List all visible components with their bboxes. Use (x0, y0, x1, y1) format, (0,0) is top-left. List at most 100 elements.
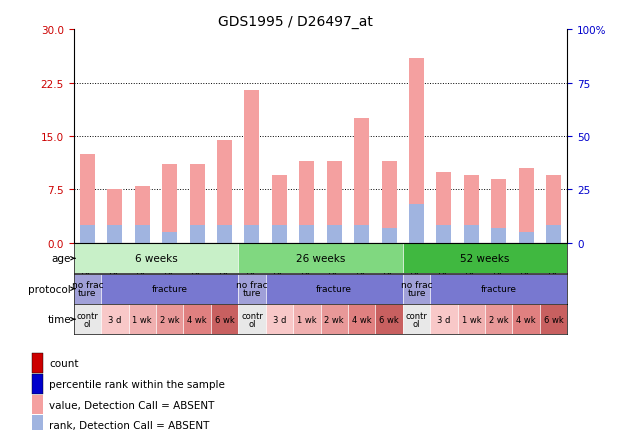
Bar (512, 305, 540, 334)
Bar (129, 305, 156, 334)
Bar (31, 353, 43, 373)
Bar (458, 305, 485, 334)
Bar (162, 165, 177, 243)
Bar (327, 225, 342, 243)
Bar (135, 225, 150, 243)
Bar (519, 233, 534, 243)
Text: 6 wk: 6 wk (215, 315, 235, 324)
Bar (381, 161, 397, 243)
Bar (211, 305, 238, 334)
Text: 6 wk: 6 wk (544, 315, 563, 324)
Text: 3 d: 3 d (272, 315, 286, 324)
Bar (217, 225, 232, 243)
Text: 3 d: 3 d (437, 315, 451, 324)
Text: contr
ol: contr ol (76, 311, 98, 328)
Bar (80, 155, 95, 243)
Bar (546, 225, 561, 243)
Bar (244, 225, 260, 243)
Bar (190, 165, 204, 243)
Bar (101, 274, 238, 304)
Bar (162, 233, 177, 243)
Bar (74, 244, 238, 273)
Text: age: age (52, 254, 71, 263)
Text: 6 wk: 6 wk (379, 315, 399, 324)
Text: 6 weeks: 6 weeks (135, 254, 178, 263)
Bar (491, 179, 506, 243)
Bar (464, 176, 479, 243)
Text: contr
ol: contr ol (241, 311, 263, 328)
Bar (354, 119, 369, 243)
Bar (299, 225, 314, 243)
Bar (272, 225, 287, 243)
Bar (107, 225, 122, 243)
Text: protocol: protocol (28, 284, 71, 294)
Bar (31, 415, 43, 434)
Text: percentile rank within the sample: percentile rank within the sample (49, 379, 225, 389)
Text: 4 wk: 4 wk (517, 315, 536, 324)
Bar (540, 305, 567, 334)
Text: fracture: fracture (152, 285, 188, 293)
Bar (101, 305, 129, 334)
Text: 3 d: 3 d (108, 315, 122, 324)
Bar (74, 305, 101, 334)
Bar (348, 305, 376, 334)
Bar (31, 395, 43, 414)
Text: value, Detection Call = ABSENT: value, Detection Call = ABSENT (49, 400, 215, 410)
Bar (217, 140, 232, 243)
Bar (107, 190, 122, 243)
Bar (80, 225, 95, 243)
Bar (183, 305, 211, 334)
Text: fracture: fracture (481, 285, 517, 293)
Bar (265, 274, 403, 304)
Bar (272, 176, 287, 243)
Text: count: count (49, 358, 79, 368)
Bar (409, 204, 424, 243)
Text: 2 wk: 2 wk (324, 315, 344, 324)
Bar (327, 161, 342, 243)
Bar (409, 59, 424, 243)
Text: 1 wk: 1 wk (133, 315, 152, 324)
Text: 1 wk: 1 wk (462, 315, 481, 324)
Bar (74, 274, 101, 304)
Text: 2 wk: 2 wk (489, 315, 508, 324)
Bar (485, 305, 512, 334)
Bar (376, 305, 403, 334)
Text: 4 wk: 4 wk (352, 315, 371, 324)
Bar (238, 244, 403, 273)
Bar (156, 305, 183, 334)
Text: 4 wk: 4 wk (187, 315, 207, 324)
Bar (244, 91, 260, 243)
Bar (265, 305, 293, 334)
Bar (403, 305, 430, 334)
Text: fracture: fracture (316, 285, 352, 293)
Text: rank, Detection Call = ABSENT: rank, Detection Call = ABSENT (49, 420, 210, 430)
Bar (31, 375, 43, 394)
Text: 26 weeks: 26 weeks (296, 254, 345, 263)
Bar (519, 169, 534, 243)
Bar (403, 274, 430, 304)
Text: contr
ol: contr ol (406, 311, 428, 328)
Text: time: time (47, 315, 71, 324)
Bar (299, 161, 314, 243)
Bar (430, 305, 458, 334)
Bar (190, 225, 204, 243)
Bar (430, 274, 567, 304)
Bar (293, 305, 320, 334)
Bar (320, 305, 348, 334)
Bar (135, 186, 150, 243)
Bar (491, 229, 506, 243)
Bar (437, 172, 451, 243)
Bar (464, 225, 479, 243)
Bar (437, 225, 451, 243)
Bar (238, 274, 265, 304)
Text: no frac
ture: no frac ture (236, 280, 268, 298)
Bar (546, 176, 561, 243)
Title: GDS1995 / D26497_at: GDS1995 / D26497_at (219, 15, 373, 30)
Bar (354, 225, 369, 243)
Bar (238, 305, 265, 334)
Text: no frac
ture: no frac ture (72, 280, 103, 298)
Text: 52 weeks: 52 weeks (460, 254, 510, 263)
Bar (403, 244, 567, 273)
Bar (381, 229, 397, 243)
Text: 2 wk: 2 wk (160, 315, 179, 324)
